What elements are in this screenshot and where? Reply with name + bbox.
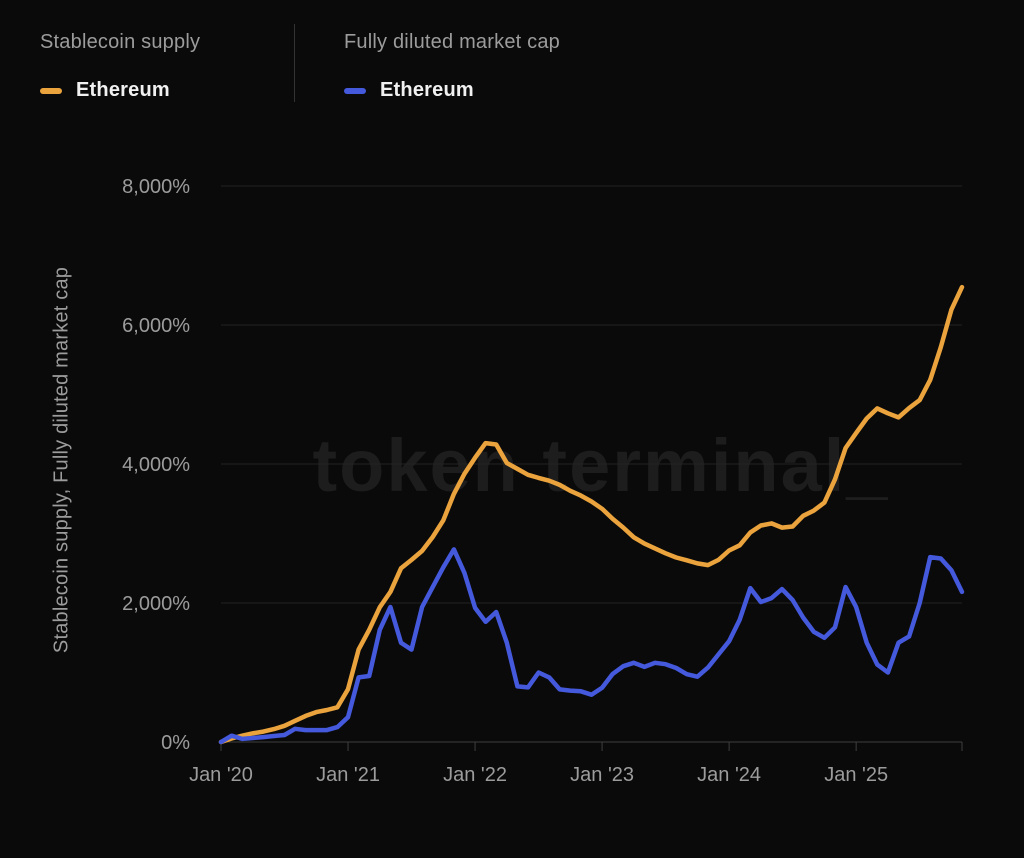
x-tick-label: Jan '21 — [316, 764, 380, 786]
y-tick-label: 8,000% — [122, 176, 190, 198]
y-tick-label: 0% — [161, 732, 190, 754]
series-line-fully-diluted-market-cap[interactable] — [218, 547, 965, 745]
y-tick-label: 4,000% — [122, 454, 190, 476]
x-tick-label: Jan '25 — [824, 764, 888, 786]
legend-group-stablecoin-supply: Stablecoin supply Ethereum — [40, 31, 200, 102]
series-swatch-blue-icon — [344, 87, 366, 94]
legend-group-fully-diluted-market-cap: Fully diluted market cap Ethereum — [344, 31, 560, 102]
legend-divider — [294, 24, 295, 102]
series-line-stablecoin-supply[interactable] — [218, 284, 965, 745]
x-tick-label: Jan '24 — [697, 764, 761, 786]
y-tick-label: 2,000% — [122, 593, 190, 615]
legend-metric-title: Stablecoin supply — [40, 31, 201, 53]
legend-item-ethereum-stablecoin-supply[interactable]: Ethereum — [40, 79, 200, 102]
legend-series-label: Ethereum — [380, 79, 474, 101]
x-tick-label: Jan '22 — [443, 764, 507, 786]
watermark: token terminal_ — [313, 424, 890, 507]
legend-metric-title: Fully diluted market cap — [344, 31, 561, 53]
legend-series-label: Ethereum — [76, 79, 170, 101]
legend-item-ethereum-fdv[interactable]: Ethereum — [344, 79, 560, 102]
x-tick-label: Jan '23 — [570, 764, 634, 786]
x-tick-label: Jan '20 — [189, 764, 253, 786]
series-swatch-orange-icon — [40, 87, 62, 94]
y-tick-label: 6,000% — [122, 315, 190, 337]
